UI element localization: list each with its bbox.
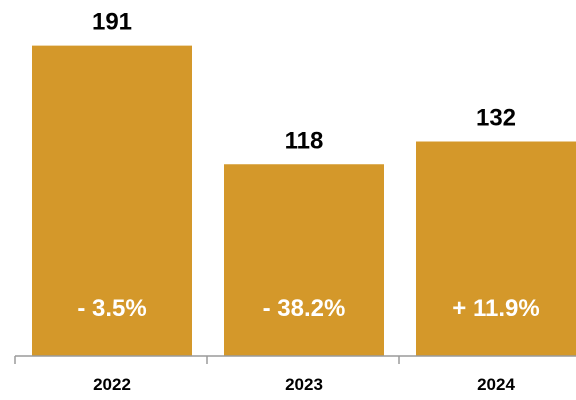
x-tick-label-2023: 2023 — [285, 375, 323, 394]
bar-2023 — [224, 164, 384, 356]
value-label-2024: 132 — [476, 105, 516, 132]
change-label-2022: - 3.5% — [77, 295, 146, 322]
bar-2024 — [416, 141, 576, 356]
change-label-2023: - 38.2% — [263, 295, 346, 322]
labels-group: 191 - 3.5% 2022 118 - 38.2% 2023 132 + 11.9% 202… — [77, 9, 539, 394]
x-tick-label-2022: 2022 — [93, 375, 131, 394]
value-label-2023: 118 — [285, 127, 324, 154]
bars-group — [32, 45, 576, 356]
x-axis — [14, 355, 576, 364]
change-label-2024: + 11.9% — [452, 295, 539, 322]
x-tick-label-2024: 2024 — [477, 375, 515, 394]
value-label-2022: 191 — [92, 9, 132, 36]
bar-2022 — [32, 45, 192, 356]
